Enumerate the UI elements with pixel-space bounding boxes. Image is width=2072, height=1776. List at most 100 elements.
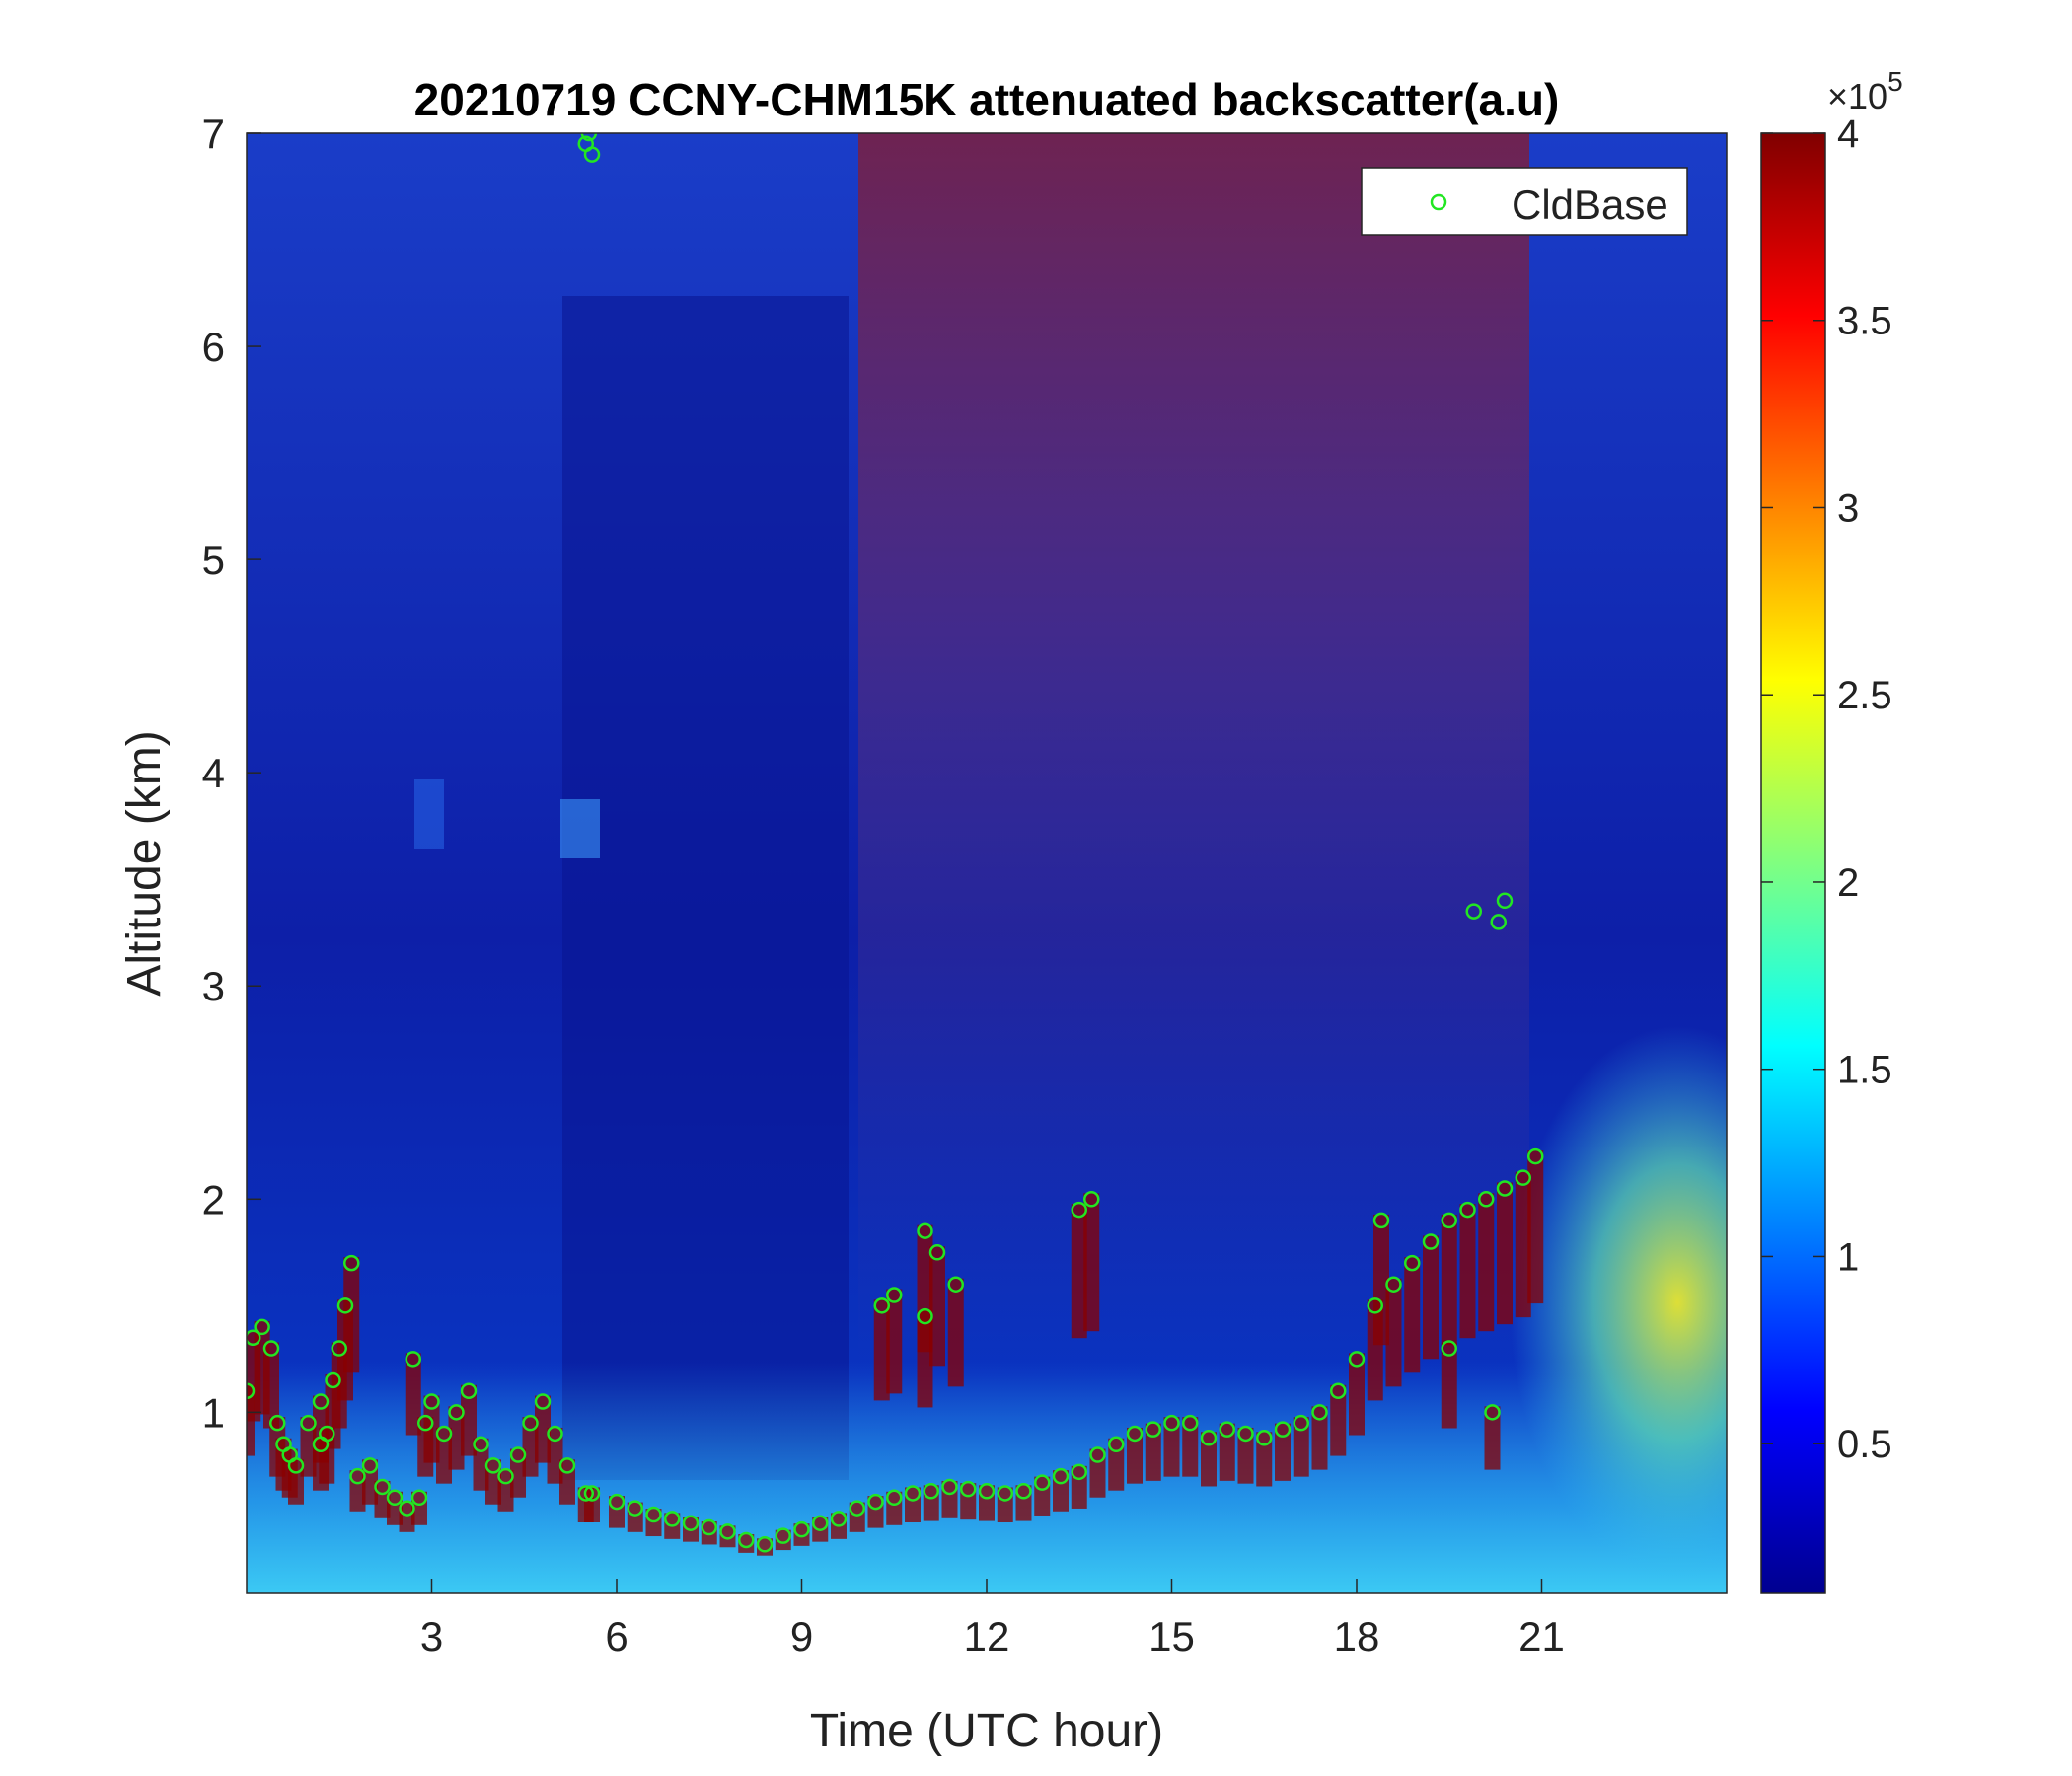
cloud-patch [923,1485,939,1521]
x-tick-label: 12 [964,1613,1010,1660]
cldbase-point [522,1414,539,1432]
cldbase-point [1034,1474,1051,1491]
colorbar-tick-label: 4 [1837,112,1859,156]
cldbase-point [928,1244,946,1261]
cldbase-point [1237,1425,1254,1443]
cldbase-point [247,1329,261,1346]
colorbar-gradient [1760,132,1826,1594]
x-tick-label: 6 [605,1613,628,1660]
cloud-patch [1330,1384,1347,1456]
cldbase-point [262,1340,280,1357]
x-axis-ticks: 3 6 9 12 15 18 21 [420,1579,1565,1660]
y-tick-label: 5 [202,537,225,583]
cloud-patch [886,1289,903,1394]
cldbase-point [399,1500,415,1517]
heatmap-aerosol-layer [1510,1026,1727,1579]
x-tick-label: 18 [1334,1613,1380,1660]
cloud-patch [522,1417,539,1477]
cloud-patch [1071,1465,1087,1509]
cldbase-point [719,1523,736,1540]
cloud-patch [886,1491,903,1525]
heatmap-daytime-noise [858,133,1529,1367]
heatmap-plume-2 [414,779,444,849]
y-tick-label: 3 [202,963,225,1009]
cldbase-point [1490,914,1507,930]
colorbar-exponent: ×105 [1827,66,1903,116]
y-tick-label: 1 [202,1389,225,1436]
cldbase-point [1015,1483,1032,1500]
cloud-patch [960,1483,977,1520]
cloud-patch [738,1533,755,1553]
cldbase-point [583,1485,601,1502]
cldbase-point [1256,1430,1273,1446]
cloud-patch [1423,1235,1439,1360]
cldbase-point [417,1414,434,1432]
cloud-patch [1404,1257,1421,1373]
x-tick-label: 3 [420,1613,443,1660]
cloud-patch [1127,1427,1143,1484]
cloud-patch [584,1487,600,1522]
cldbase-point [300,1414,317,1432]
legend-marker-icon [1430,193,1447,211]
x-tick-label: 9 [790,1613,813,1660]
legend-box [1361,167,1688,236]
cldbase-point [997,1485,1013,1502]
cloud-patch [559,1459,575,1505]
cldbase-point [917,1307,933,1325]
cldbase-point [664,1511,681,1527]
cloud-patch [1441,1342,1457,1429]
cldbase-point [1348,1351,1366,1368]
cldbase-point [534,1393,552,1410]
cldbase-point [682,1515,700,1531]
cldbase-point [1385,1276,1402,1293]
heatmap-plume [560,799,600,858]
cldbase-point [1459,1201,1476,1219]
cldbase-point [386,1489,404,1507]
cldbase-point [374,1478,391,1496]
cldbase-point [558,1457,576,1474]
chart-title: 20210719 CCNY-CHM15K attenuated backscat… [414,74,1560,125]
cloud-patch [997,1487,1013,1522]
cldbase-point [1441,1340,1457,1357]
cldbase-point [645,1506,662,1523]
cloud-patch [1034,1476,1051,1516]
cldbase-point [1293,1414,1309,1432]
colorbar-tick-label: 2.5 [1837,674,1892,717]
x-axis-label: Time (UTC hour) [810,1705,1163,1757]
cloud-patch [1459,1204,1476,1339]
cldbase-point [460,1382,478,1399]
cldbase-point [1441,1212,1457,1229]
cloud-patch [775,1529,791,1551]
cloud-patch [1527,1150,1544,1304]
cloud-patch [719,1525,736,1548]
cloud-patch [547,1427,563,1484]
cloud-patch [979,1485,995,1521]
cldbase-point [269,1414,286,1432]
cldbase-point [793,1520,810,1538]
legend-entry-cldbase: CldBase [1512,182,1668,228]
cloud-patch [1053,1470,1069,1512]
cldbase-point [349,1467,366,1485]
cldbase-point [738,1531,755,1549]
cloud-patch [1108,1438,1125,1491]
cldbase-point [331,1340,347,1357]
x-tick-label: 15 [1148,1613,1195,1660]
y-axis-ticks: 1 2 3 4 5 6 7 [202,111,261,1436]
heatmap-night-region [562,296,849,1480]
y-axis-label: Altitude (km) [118,730,171,996]
cloud-patch [917,1310,933,1408]
cloud-patch [1071,1204,1087,1339]
cloud-patch [947,1278,964,1387]
cldbase-point [947,1276,964,1293]
cldbase-point [577,1485,594,1502]
cldbase-point [849,1500,865,1517]
cldbase-point [509,1446,527,1463]
cldbase-point [1274,1421,1292,1438]
cldbase-point [497,1467,514,1485]
cldbase-point [701,1518,717,1536]
cloud-patch [1145,1423,1161,1481]
cloud-patch [1349,1353,1365,1436]
cldbase-point [287,1457,305,1474]
cloud-patch [1201,1432,1217,1487]
